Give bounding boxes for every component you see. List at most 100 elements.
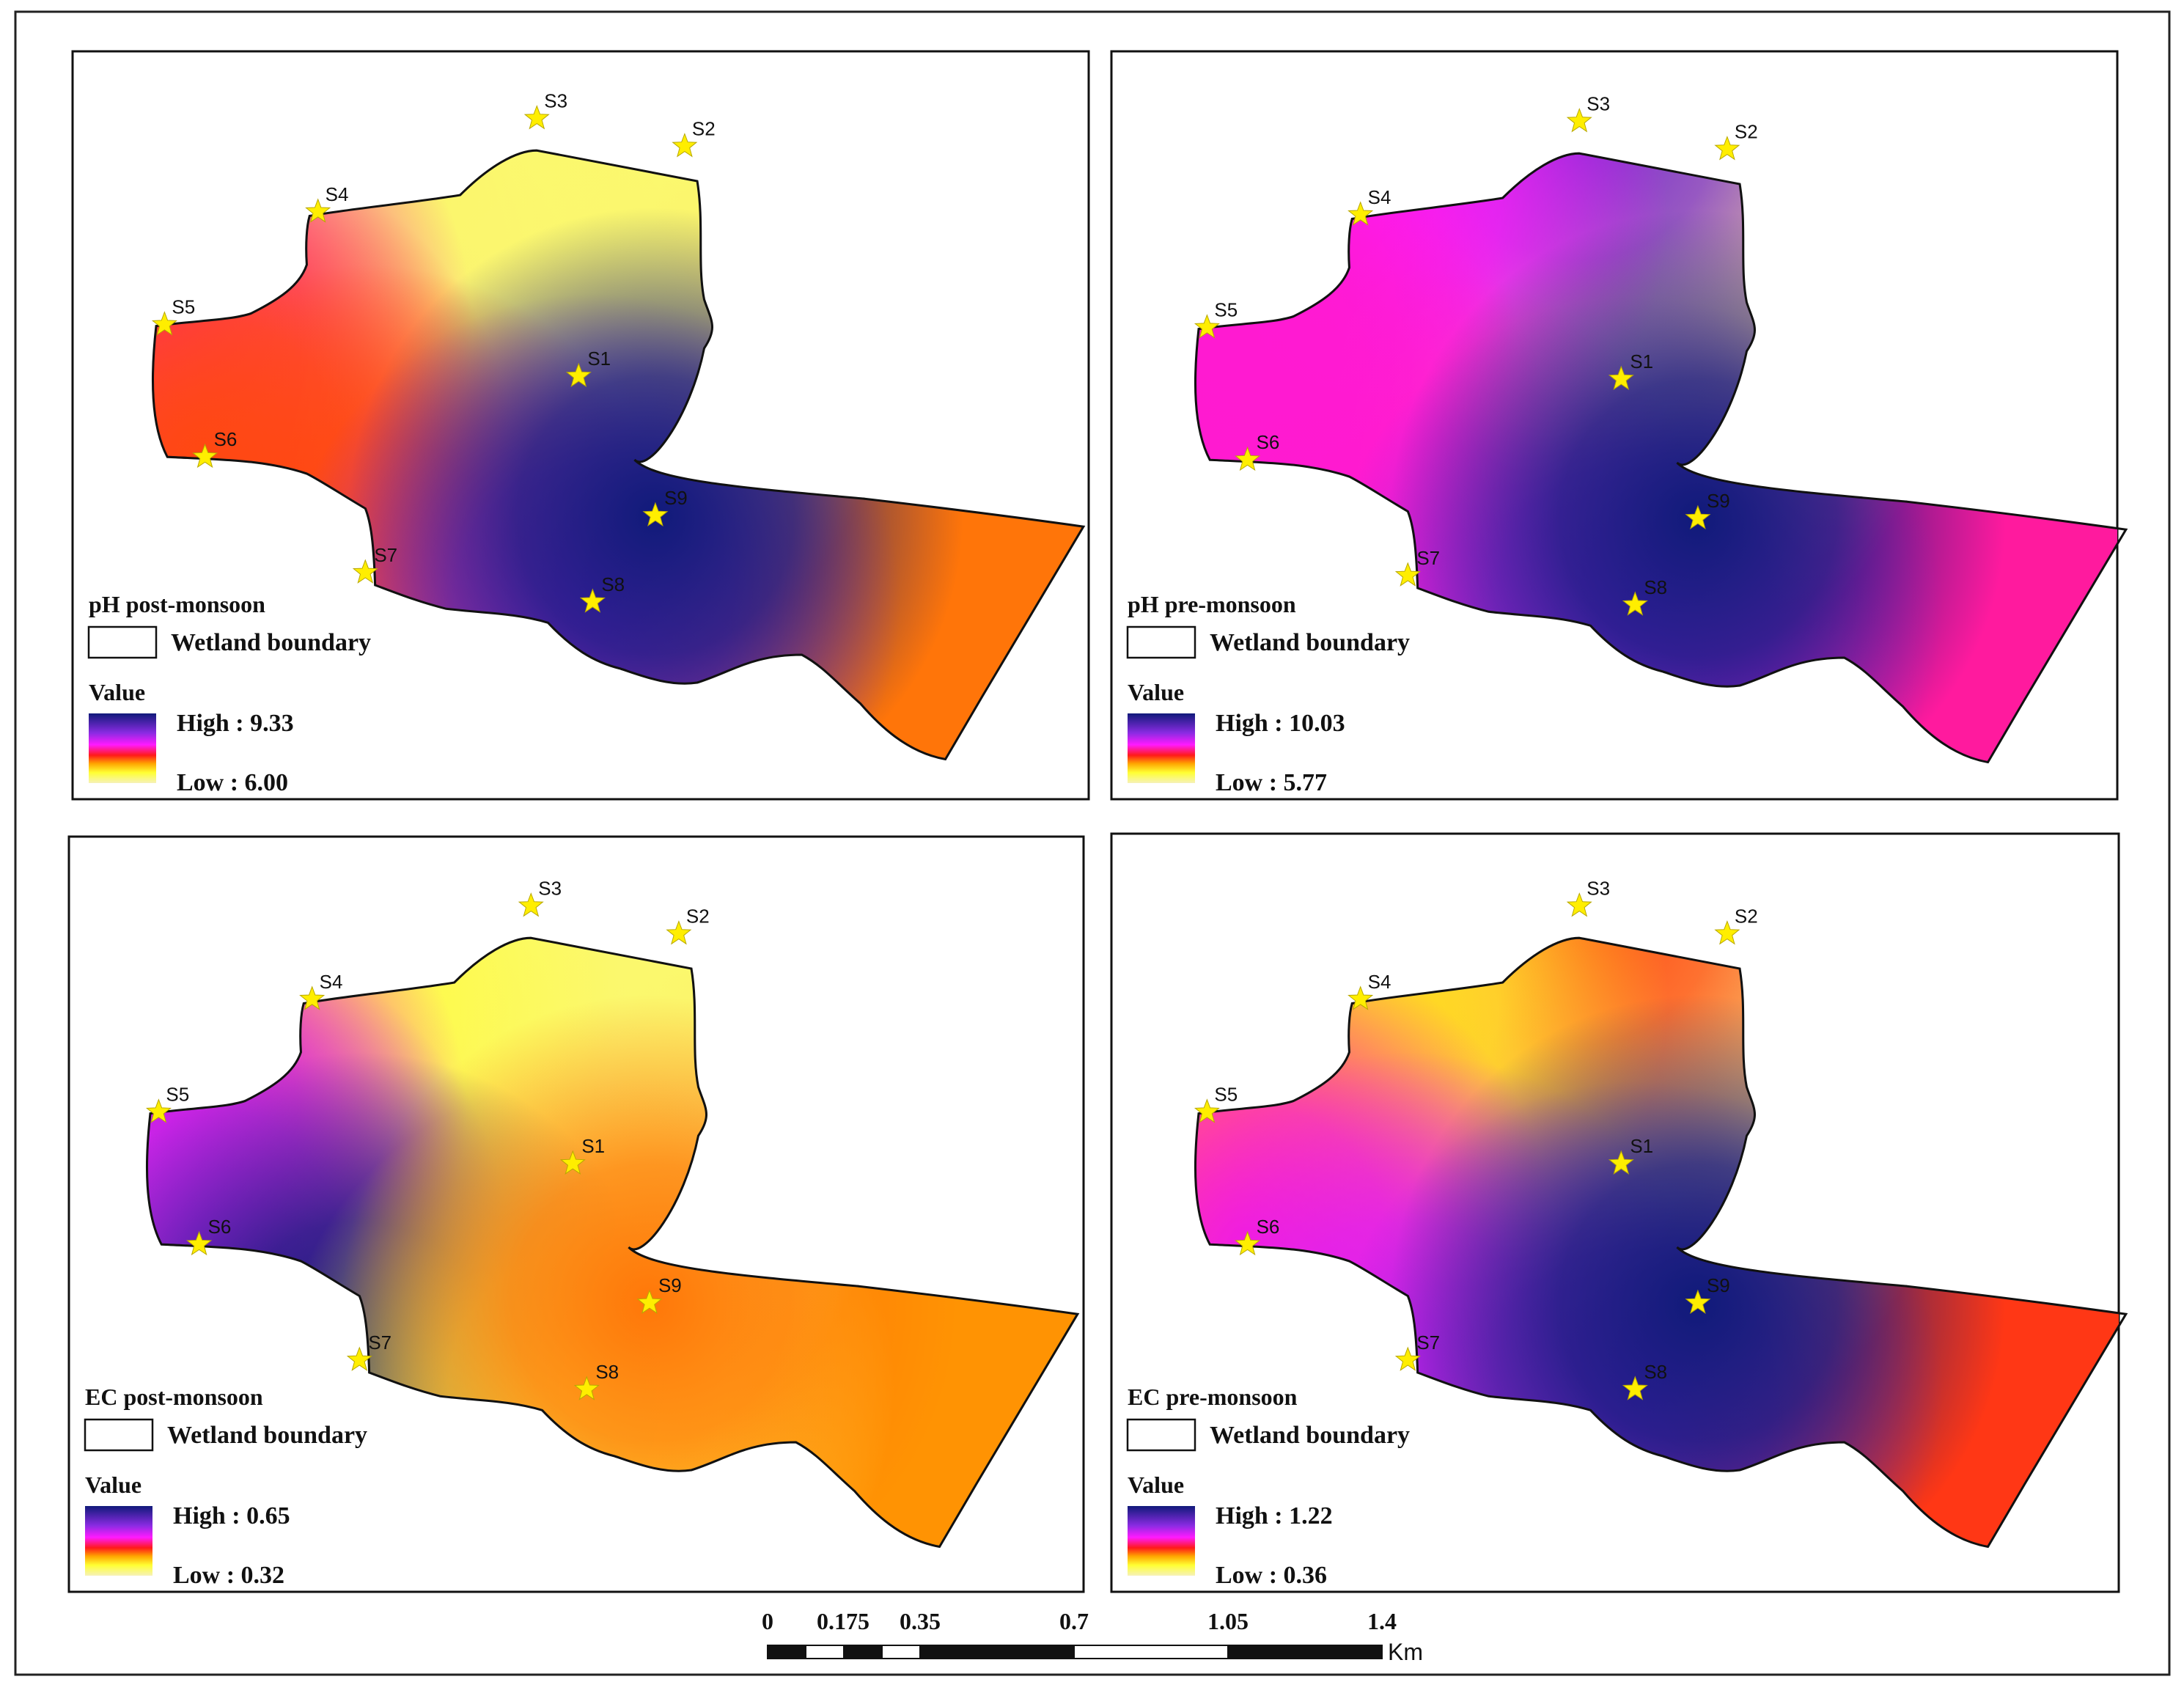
legend: pH post-monsoon Wetland boundary Value High…	[87, 591, 371, 796]
site-marker-s1	[1608, 365, 1634, 390]
legend-title: EC post-monsoon	[85, 1384, 263, 1410]
site-marker-s2	[1714, 136, 1740, 161]
boundary-legend-label: Wetland boundary	[1210, 1422, 1410, 1449]
site-marker-s7	[346, 1346, 372, 1371]
high-value-label: High : 1.22	[1216, 1502, 1333, 1529]
scale-bar: 0 0.175 0.35 0.7 1.05 1.4 Km	[762, 1608, 1423, 1665]
high-value-label: High : 10.03	[1216, 710, 1345, 737]
wetland-boundary	[145, 936, 1080, 1549]
value-heading: Value	[1128, 679, 1184, 705]
map-panel-1: S1 S2 S3 S4 S5 S6 S7 S8 S9 pH post-monsoon Wetland…	[71, 50, 1090, 801]
site-marker-s6	[1235, 446, 1261, 471]
boundary-legend-label: Wetland boundary	[1210, 629, 1410, 656]
boundary-swatch	[84, 1418, 154, 1452]
value-heading: Value	[85, 1472, 141, 1498]
boundary-swatch	[87, 625, 158, 659]
scale-tick-label-1: 0.175	[817, 1608, 869, 1634]
site-marker-s8	[579, 588, 606, 613]
high-value-label: High : 9.33	[177, 710, 294, 737]
site-label-s2: S2	[686, 906, 710, 928]
scale-segment-3	[843, 1645, 883, 1659]
site-label-s6: S6	[1257, 431, 1280, 453]
site-label-s9: S9	[664, 487, 688, 509]
site-marker-s6	[186, 1230, 213, 1256]
scale-segment-4	[881, 1645, 921, 1659]
site-label-s2: S2	[692, 118, 716, 140]
site-label-s2: S2	[1735, 906, 1758, 928]
site-marker-s3	[1566, 108, 1592, 133]
map-panel-2: S1 S2 S3 S4 S5 S6 S7 S8 S9 pH pre-monsoon Wetland …	[1110, 50, 2128, 801]
site-label-s1: S1	[587, 348, 611, 370]
site-marker-s8	[1622, 591, 1648, 616]
site-marker-s3	[523, 105, 550, 130]
site-label-s6: S6	[214, 428, 238, 450]
color-ramp	[1128, 713, 1195, 783]
site-marker-s4	[305, 198, 331, 223]
high-value-label: High : 0.65	[173, 1502, 290, 1529]
site-marker-s5	[1194, 1098, 1220, 1123]
site-label-s9: S9	[658, 1274, 682, 1296]
value-heading: Value	[89, 679, 145, 705]
low-value-label: Low : 6.00	[177, 769, 288, 796]
color-ramp	[85, 1506, 152, 1576]
site-marker-s5	[151, 311, 177, 336]
site-marker-s9	[636, 1289, 663, 1314]
site-marker-s4	[299, 985, 326, 1010]
wetland-boundary	[1194, 152, 2128, 764]
scale-tick-label-5: 1.4	[1367, 1608, 1397, 1634]
site-marker-s8	[1622, 1376, 1648, 1400]
legend-title: EC pre-monsoon	[1128, 1384, 1298, 1410]
scale-tick-label-4: 1.05	[1207, 1608, 1249, 1634]
legend-title: pH pre-monsoon	[1128, 591, 1296, 617]
scale-segment-1	[767, 1645, 806, 1659]
site-label-s7: S7	[1416, 1332, 1440, 1354]
low-value-label: Low : 5.77	[1216, 769, 1327, 796]
scale-segment-7	[1227, 1645, 1383, 1659]
boundary-legend-label: Wetland boundary	[171, 629, 371, 656]
site-marker-s2	[666, 920, 692, 945]
scale-tick-label-3: 0.7	[1059, 1608, 1089, 1634]
site-marker-s1	[559, 1150, 586, 1175]
scale-segment-6	[1073, 1645, 1229, 1659]
site-label-s1: S1	[1630, 1135, 1653, 1157]
site-label-s3: S3	[1586, 93, 1610, 115]
wetland-boundary	[151, 149, 1086, 761]
boundary-legend-label: Wetland boundary	[167, 1422, 367, 1449]
map-panel-3: S1 S2 S3 S4 S5 S6 S7 S8 S9 EC post-monsoon Wetland…	[67, 835, 1085, 1593]
low-value-label: Low : 0.36	[1216, 1562, 1327, 1589]
site-marker-s5	[145, 1098, 172, 1123]
site-label-s6: S6	[208, 1216, 232, 1238]
boundary-swatch	[1126, 1418, 1196, 1452]
boundary-swatch	[1126, 625, 1196, 659]
low-value-label: Low : 0.32	[173, 1562, 284, 1589]
site-label-s8: S8	[595, 1361, 619, 1383]
site-label-s6: S6	[1257, 1216, 1280, 1238]
site-marker-s7	[1394, 1346, 1421, 1371]
scale-tick-label-0: 0	[762, 1608, 773, 1634]
site-marker-s8	[573, 1376, 600, 1400]
site-marker-s9	[642, 502, 669, 526]
site-label-s4: S4	[1368, 971, 1391, 993]
site-marker-s9	[1685, 504, 1711, 529]
site-label-s3: S3	[544, 90, 567, 112]
site-label-s3: S3	[538, 878, 562, 900]
site-label-s7: S7	[368, 1332, 391, 1354]
site-marker-s6	[192, 443, 218, 469]
site-marker-s1	[1608, 1150, 1634, 1175]
site-marker-s2	[1714, 920, 1740, 945]
site-label-s8: S8	[601, 573, 625, 595]
site-marker-s3	[518, 892, 544, 917]
wetland-boundary	[1194, 936, 2128, 1549]
scale-segment-5	[919, 1645, 1075, 1659]
legend: EC pre-monsoon Wetland boundary Value High …	[1126, 1384, 1410, 1589]
site-label-s4: S4	[1368, 186, 1391, 208]
scale-segment-2	[805, 1645, 845, 1659]
site-label-s2: S2	[1735, 121, 1758, 143]
site-marker-s2	[672, 133, 698, 158]
legend-title: pH post-monsoon	[89, 591, 265, 617]
site-marker-s4	[1347, 985, 1374, 1010]
site-marker-s3	[1566, 892, 1592, 917]
site-label-s4: S4	[326, 183, 349, 205]
site-marker-s4	[1347, 201, 1374, 226]
